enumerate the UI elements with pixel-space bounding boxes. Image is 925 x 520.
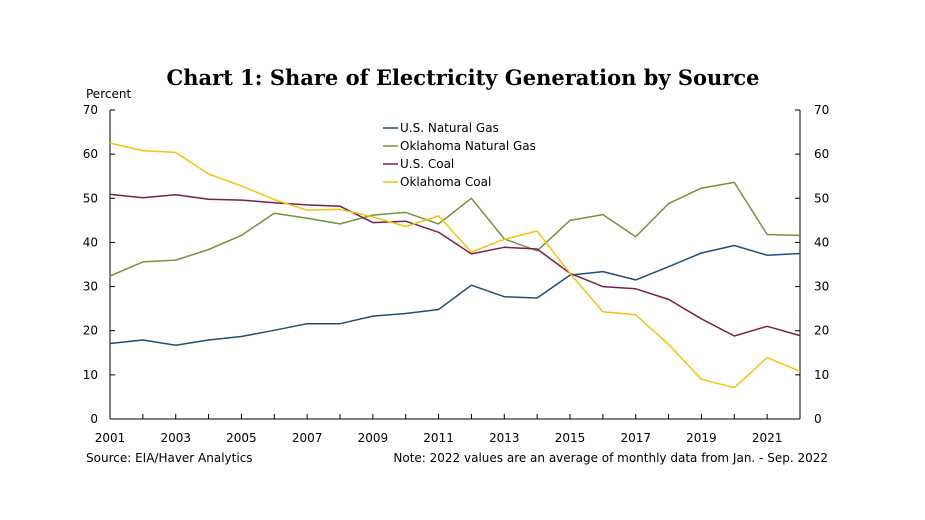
y-tick-label-left: 30 [83, 280, 98, 294]
x-tick-label: 2017 [620, 431, 651, 445]
series-line-3 [109, 142, 801, 389]
x-tick-label: 2005 [226, 431, 257, 445]
legend-label: U.S. Natural Gas [400, 121, 499, 135]
legend-label: Oklahoma Natural Gas [400, 139, 536, 153]
y-tick-label-left: 40 [83, 235, 98, 249]
y-axis-label: Percent [86, 87, 131, 101]
x-tick-label: 2013 [489, 431, 520, 445]
y-tick-label-right: 20 [814, 324, 829, 338]
x-tick-label: 2003 [160, 431, 191, 445]
y-tick-label-left: 10 [83, 368, 98, 382]
x-tick-label: 2021 [752, 431, 783, 445]
ticks: 0 0 10 10 20 20 30 30 40 40 50 50 60 60 70 70 2001 2003 20… [83, 103, 830, 445]
axes [109, 110, 801, 420]
series-lines [109, 142, 801, 389]
y-tick-label-right: 50 [814, 191, 829, 205]
series-line-2 [109, 193, 801, 337]
y-tick-label-left: 70 [83, 103, 98, 117]
legend: U.S. Natural Gas Oklahoma Natural Gas U.S.… [383, 121, 536, 189]
y-tick-label-right: 70 [814, 103, 829, 117]
y-tick-label-right: 40 [814, 235, 829, 249]
series-line-0 [109, 244, 801, 347]
series-line-1 [109, 181, 801, 277]
y-tick-label-left: 20 [83, 324, 98, 338]
y-tick-label-right: 60 [814, 147, 829, 161]
y-tick-label-left: 0 [90, 412, 98, 426]
footnote: Note: 2022 values are an average of mont… [393, 451, 828, 465]
x-tick-label: 2001 [95, 431, 126, 445]
y-tick-label-right: 30 [814, 280, 829, 294]
y-tick-label-left: 60 [83, 147, 98, 161]
source-note: Source: EIA/Haver Analytics [86, 451, 253, 465]
y-tick-label-right: 10 [814, 368, 829, 382]
x-tick-label: 2009 [358, 431, 389, 445]
legend-label: U.S. Coal [400, 157, 454, 171]
x-tick-label: 2007 [292, 431, 323, 445]
y-tick-label-right: 0 [814, 412, 822, 426]
y-tick-label-left: 50 [83, 191, 98, 205]
x-tick-label: 2015 [555, 431, 586, 445]
chart-title: Chart 1: Share of Electricity Generation… [166, 65, 759, 90]
x-tick-label: 2011 [423, 431, 454, 445]
x-tick-label: 2019 [686, 431, 717, 445]
legend-label: Oklahoma Coal [400, 175, 491, 189]
